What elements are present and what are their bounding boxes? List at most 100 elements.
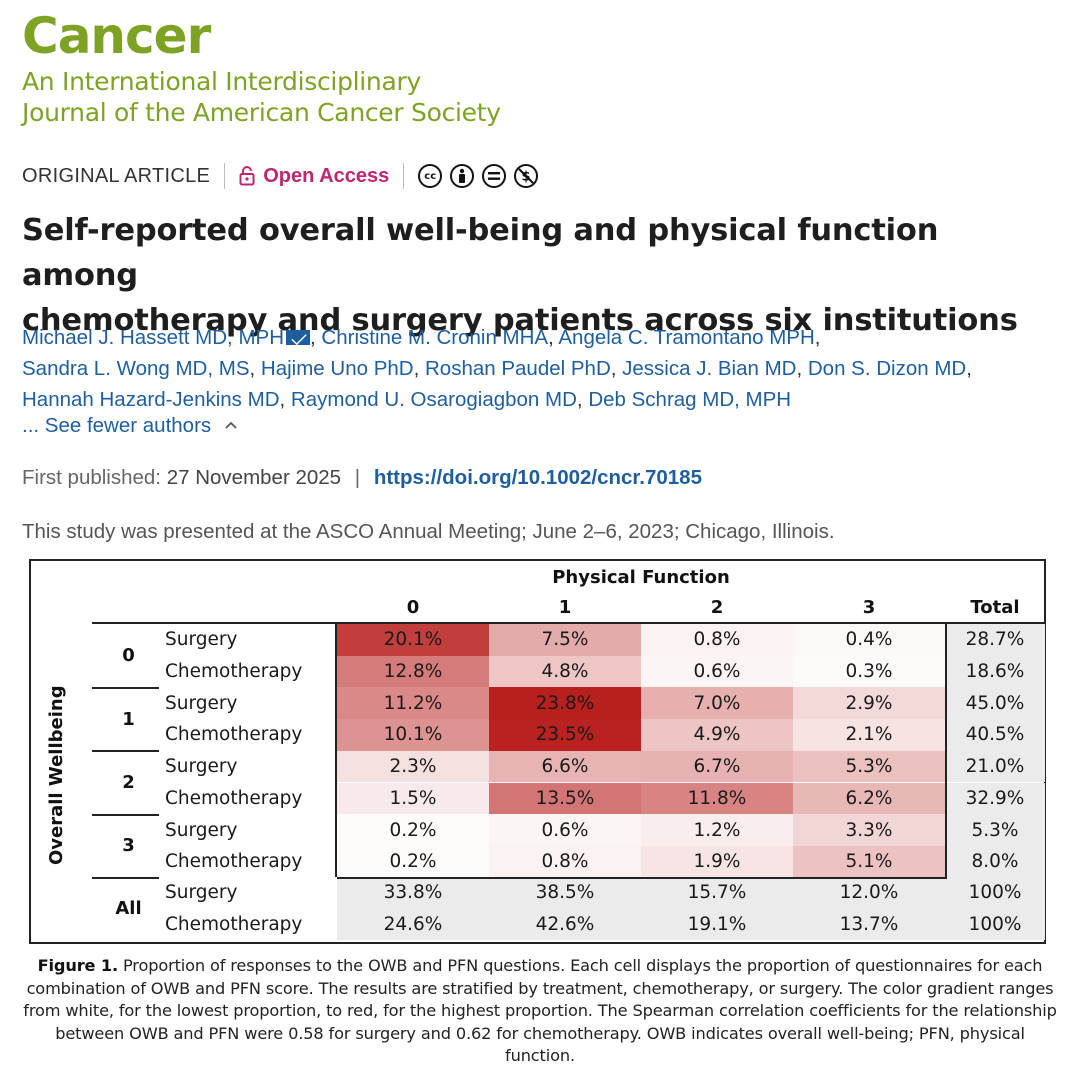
- row-total-cell: 40.5%: [945, 719, 1045, 751]
- all-total-cell: 38.5%: [489, 877, 641, 909]
- author-link[interactable]: Michael J. Hassett MD, MPH: [22, 326, 284, 349]
- heatmap-cell: 0.3%: [793, 655, 945, 688]
- figure-label: Figure 1.: [37, 956, 119, 975]
- author-link[interactable]: Jessica J. Bian MD: [622, 357, 797, 380]
- author-link[interactable]: Raymond U. Osarogiagbon MD: [290, 388, 577, 411]
- author-link[interactable]: Don S. Dizon MD: [807, 357, 967, 380]
- column-header: 2: [710, 596, 724, 618]
- author-link[interactable]: Hannah Hazard-Jenkins MD: [22, 388, 280, 411]
- horizontal-rule: [92, 877, 159, 879]
- all-total-cell: 12.0%: [793, 877, 945, 909]
- author-link[interactable]: Deb Schrag MD, MPH: [588, 388, 792, 411]
- horizontal-rule: [92, 750, 159, 752]
- heatmap-cell: 2.3%: [337, 750, 489, 783]
- treatment-label: Chemotherapy: [165, 914, 303, 936]
- treatment-label: Surgery: [165, 756, 238, 778]
- heatmap-cell: 23.8%: [489, 687, 641, 720]
- article-title-line2: chemotherapy and surgery patients across…: [22, 303, 1018, 338]
- author-link[interactable]: Sandra L. Wong MD, MS: [22, 357, 250, 380]
- treatment-label: Chemotherapy: [165, 787, 303, 809]
- heatmap-cell: 6.6%: [489, 750, 641, 783]
- first-published-label: First published:: [22, 466, 162, 489]
- row-total-cell: 5.3%: [945, 814, 1045, 846]
- heatmap-cell: 4.9%: [641, 719, 793, 751]
- chevron-up-icon: [225, 421, 237, 429]
- author-list: Michael J. Hassett MD, MPH, Christine M.…: [22, 326, 972, 411]
- horizontal-rule: [92, 622, 1045, 624]
- grand-total-cell: 100%: [945, 908, 1045, 941]
- heatmap-cell: 0.6%: [489, 814, 641, 846]
- horizontal-rule: [92, 687, 159, 689]
- open-access-label: Open Access: [263, 164, 390, 187]
- heatmap-cell: 0.8%: [641, 624, 793, 656]
- treatment-label: Chemotherapy: [165, 724, 303, 746]
- all-total-cell: 19.1%: [641, 908, 793, 941]
- publication-info: First published: 27 November 2025 | http…: [22, 466, 702, 490]
- license-icons[interactable]: cc $: [418, 164, 539, 188]
- heatmap-cell: 5.3%: [793, 750, 945, 783]
- heatmap-cell: 13.5%: [489, 782, 641, 815]
- heatmap-cell: 11.8%: [641, 782, 793, 815]
- treatment-label: Surgery: [165, 629, 238, 651]
- row-total-cell: 28.7%: [945, 624, 1045, 656]
- lock-open-icon: [239, 166, 255, 186]
- heatmap-cell: 7.5%: [489, 624, 641, 656]
- total-column-header: Total: [970, 596, 1020, 618]
- open-access-badge[interactable]: Open Access: [239, 165, 389, 188]
- heatmap-cell: 1.9%: [641, 845, 793, 878]
- row-total-cell: 18.6%: [945, 655, 1045, 688]
- author-link[interactable]: Hajime Uno PhD: [260, 357, 414, 380]
- article-type: ORIGINAL ARTICLE: [22, 164, 211, 187]
- heatmap-cell: 12.8%: [337, 655, 489, 688]
- heatmap-cell: 0.8%: [489, 845, 641, 878]
- heatmap-cell: 0.6%: [641, 655, 793, 688]
- figure-caption-text: Proportion of responses to the OWB and P…: [23, 956, 1057, 1065]
- treatment-label: Chemotherapy: [165, 851, 303, 873]
- see-fewer-authors-button[interactable]: ... See fewer authors: [22, 414, 239, 438]
- horizontal-rule: [337, 877, 947, 879]
- nd-icon: [482, 164, 507, 188]
- author-link[interactable]: Roshan Paudel PhD: [424, 357, 611, 380]
- heatmap-cell: 11.2%: [337, 687, 489, 720]
- treatment-label: Surgery: [165, 819, 238, 841]
- doi-link[interactable]: https://doi.org/10.1002/cncr.70185: [373, 466, 702, 489]
- y-axis-label: Overall Wellbeing: [46, 685, 67, 865]
- heatmap-cell: 0.2%: [337, 814, 489, 846]
- owb-score-label: 3: [122, 835, 135, 857]
- heatmap-cell: 2.9%: [793, 687, 945, 720]
- author-link[interactable]: Angela C. Tramontano MPH: [558, 326, 815, 349]
- column-header: 3: [862, 596, 876, 618]
- pipe-divider: |: [354, 466, 361, 489]
- article-title-line1: Self-reported overall well-being and phy…: [22, 213, 939, 293]
- author-link[interactable]: Christine M. Cronin MHA: [321, 326, 549, 349]
- by-icon: [450, 164, 475, 188]
- journal-logo[interactable]: Cancer An International Interdisciplinar…: [22, 6, 501, 128]
- presented-note: This study was presented at the ASCO Ann…: [22, 520, 835, 543]
- column-group-title: Physical Function: [552, 566, 730, 588]
- all-total-cell: 42.6%: [489, 908, 641, 941]
- owb-score-label: 1: [122, 708, 135, 730]
- heatmap-cell: 6.7%: [641, 750, 793, 783]
- all-total-cell: 13.7%: [793, 908, 945, 941]
- divider: [403, 163, 405, 189]
- heatmap-cell: 4.8%: [489, 655, 641, 688]
- heatmap-cell: 6.2%: [793, 782, 945, 815]
- nc-icon: $: [514, 164, 539, 188]
- heatmap-cell: 3.3%: [793, 814, 945, 846]
- all-total-cell: 15.7%: [641, 877, 793, 909]
- figure-caption: Figure 1. Proportion of responses to the…: [20, 955, 1060, 1068]
- heatmap-cell: 5.1%: [793, 845, 945, 878]
- article-meta-row: ORIGINAL ARTICLE Open Access cc $: [22, 160, 539, 192]
- row-total-cell: 45.0%: [945, 687, 1045, 720]
- owb-score-label: 2: [122, 771, 135, 793]
- article-title: Self-reported overall well-being and phy…: [22, 208, 1062, 343]
- first-published-date: 27 November 2025: [166, 466, 342, 489]
- all-total-cell: 24.6%: [337, 908, 489, 941]
- heatmap-cell: 1.2%: [641, 814, 793, 846]
- heatmap-cell: 0.4%: [793, 624, 945, 656]
- owb-all-label: All: [115, 898, 142, 920]
- treatment-label: Surgery: [165, 882, 238, 904]
- row-total-cell: 8.0%: [945, 845, 1045, 878]
- email-icon[interactable]: [286, 330, 310, 345]
- row-total-cell: 32.9%: [945, 782, 1045, 815]
